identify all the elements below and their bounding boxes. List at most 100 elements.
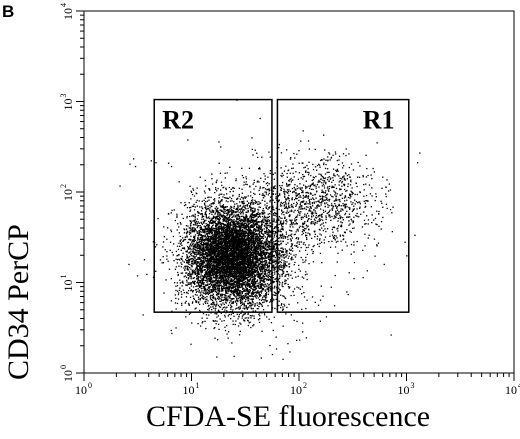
event-dot <box>207 271 210 273</box>
event-dot <box>266 226 268 228</box>
event-dot <box>259 231 261 233</box>
event-dot <box>259 285 261 288</box>
event-dot <box>278 259 280 261</box>
event-dot <box>213 237 215 239</box>
event-dot <box>202 221 205 223</box>
event-dot <box>217 248 219 250</box>
event-dot <box>228 256 230 258</box>
event-dot <box>291 270 293 272</box>
event-dot <box>194 294 197 296</box>
event-dot <box>152 241 154 243</box>
event-dot <box>270 276 272 278</box>
event-dot <box>204 226 206 228</box>
event-dot <box>264 295 266 298</box>
event-dot <box>257 244 259 247</box>
event-dot <box>280 294 282 296</box>
event-dot <box>214 280 216 282</box>
event-dot <box>243 255 245 257</box>
event-dot <box>278 254 280 256</box>
event-dot <box>237 208 239 210</box>
event-dot <box>246 254 248 256</box>
event-dot <box>245 183 247 185</box>
event-dot <box>225 231 227 233</box>
event-dot <box>256 252 258 255</box>
event-dot <box>244 230 246 232</box>
event-dot <box>217 211 220 213</box>
event-dot <box>272 208 274 210</box>
event-dot <box>231 216 233 219</box>
event-dot <box>177 274 179 276</box>
event-dot <box>194 249 196 251</box>
event-dot <box>227 241 229 243</box>
event-dot <box>270 285 272 287</box>
event-dot <box>211 266 214 269</box>
event-dot <box>279 230 281 233</box>
event-dot <box>206 262 209 264</box>
event-dot <box>199 238 202 240</box>
event-dot <box>261 215 264 218</box>
event-dot <box>193 280 195 283</box>
event-dot <box>205 219 207 222</box>
event-dot <box>212 301 214 303</box>
event-dot <box>238 263 241 266</box>
event-dot <box>192 188 194 190</box>
event-dot <box>255 213 258 215</box>
event-dot <box>226 236 228 238</box>
event-dot <box>246 274 248 277</box>
event-dot <box>226 213 228 215</box>
event-dot <box>191 260 193 262</box>
event-dot <box>235 289 237 291</box>
event-dot <box>236 292 238 294</box>
event-dot <box>187 268 189 270</box>
event-dot <box>261 228 263 230</box>
event-dot <box>195 201 197 203</box>
event-dot <box>261 286 263 288</box>
event-dot <box>215 298 217 300</box>
event-dot <box>218 227 220 229</box>
event-dot <box>215 279 217 282</box>
event-dot <box>186 269 189 271</box>
event-dot <box>273 236 275 238</box>
event-dot <box>234 272 236 274</box>
event-dot <box>285 219 288 221</box>
event-dot <box>279 234 281 236</box>
event-dot <box>218 306 221 308</box>
event-dot <box>233 286 235 288</box>
event-dot <box>215 229 217 231</box>
event-dot <box>222 289 224 291</box>
event-dot <box>252 219 254 221</box>
event-dot <box>200 279 203 281</box>
event-dot <box>250 235 252 237</box>
event-dot <box>275 294 277 296</box>
event-dot <box>242 197 244 199</box>
event-dot <box>235 246 237 248</box>
event-dot <box>214 231 216 233</box>
event-dot <box>205 279 207 282</box>
event-dot <box>189 244 192 246</box>
event-dot <box>180 249 182 251</box>
event-dot <box>196 226 198 229</box>
event-dot <box>233 230 235 232</box>
event-dot <box>256 284 259 287</box>
event-dot <box>182 260 184 262</box>
event-dot <box>216 260 218 262</box>
event-dot <box>207 279 209 281</box>
event-dot <box>244 217 246 219</box>
event-dot <box>281 309 284 311</box>
event-dot <box>238 243 240 245</box>
event-dot <box>216 275 218 277</box>
event-dot <box>258 299 261 301</box>
event-dot <box>190 258 192 260</box>
event-dot <box>231 252 233 255</box>
event-dot <box>293 288 296 290</box>
event-dot <box>217 296 220 298</box>
event-dot <box>221 234 223 236</box>
event-dot <box>215 277 217 279</box>
event-dot <box>215 282 217 284</box>
event-dot <box>247 313 249 315</box>
event-dot <box>265 251 267 254</box>
event-dot <box>272 193 274 196</box>
event-dot <box>272 233 274 235</box>
event-dot <box>248 258 250 261</box>
event-dot <box>248 317 250 319</box>
